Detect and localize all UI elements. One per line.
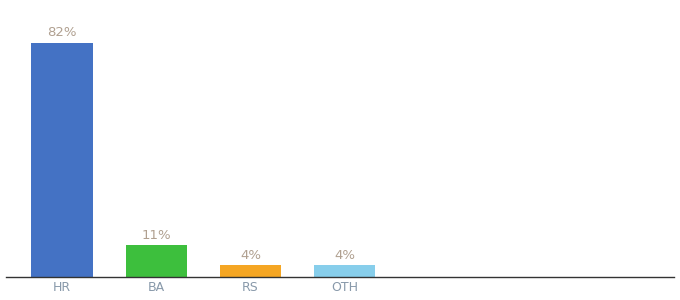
- Bar: [314, 265, 375, 277]
- Text: 82%: 82%: [48, 26, 77, 39]
- Text: 4%: 4%: [240, 249, 261, 262]
- Text: 4%: 4%: [334, 249, 355, 262]
- Bar: [126, 245, 187, 277]
- Bar: [220, 265, 281, 277]
- Bar: [31, 43, 92, 277]
- Text: 11%: 11%: [141, 229, 171, 242]
